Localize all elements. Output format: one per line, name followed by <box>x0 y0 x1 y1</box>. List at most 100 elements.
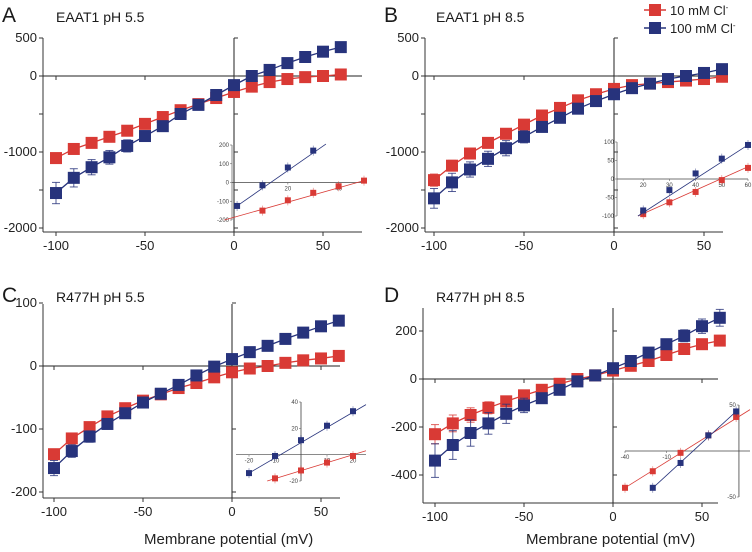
x-axis-label-left: Membrane potential (mV) <box>144 531 313 548</box>
data-point <box>156 120 169 133</box>
y-tick-label: 100 <box>15 295 37 310</box>
inset-data-point <box>692 170 699 177</box>
data-point <box>713 334 726 347</box>
legend-label-100mM: 100 mM Cl- <box>670 21 736 36</box>
data-point <box>446 176 458 189</box>
panel-title: EAAT1 pH 5.5 <box>56 9 145 25</box>
data-point <box>464 427 477 439</box>
x-tick-label: -50 <box>134 504 153 519</box>
data-point <box>571 375 584 388</box>
data-point <box>500 142 512 155</box>
x-tick-label: -100 <box>421 238 447 253</box>
data-point <box>626 82 638 95</box>
inset-data-point <box>733 408 740 415</box>
panel-letter: D <box>384 284 399 307</box>
panel-letter: B <box>384 4 398 27</box>
data-point <box>660 338 673 351</box>
inset-x-tick-label: 30 <box>666 183 673 189</box>
legend: 10 mM Cl- 100 mM Cl- <box>644 3 736 36</box>
legend-marker-100mM <box>649 22 661 34</box>
inset-series-10mM <box>267 450 367 484</box>
y-tick-label: 0 <box>410 371 417 386</box>
data-point <box>678 343 691 355</box>
data-point <box>429 454 441 467</box>
data-point <box>428 192 440 205</box>
inset-y-tick-label: 20 <box>291 426 298 432</box>
inset-data-point <box>745 164 751 171</box>
data-point <box>464 409 477 421</box>
x-tick-label: 0 <box>609 509 616 524</box>
series-line <box>434 339 720 435</box>
inset-data-point <box>692 188 699 195</box>
inset-data-point <box>640 207 647 214</box>
y-tick-label: -100 <box>11 421 37 436</box>
data-point <box>624 355 637 367</box>
inset-y-tick-label: 40 <box>291 400 298 406</box>
data-point <box>644 77 656 90</box>
y-tick-label: -2000 <box>386 220 419 235</box>
inset-x-tick-label: 20 <box>285 187 292 193</box>
data-point <box>315 320 327 333</box>
data-point <box>660 349 673 361</box>
x-tick-label: 0 <box>228 504 235 519</box>
inset-data-point <box>234 202 241 209</box>
x-tick-label: 0 <box>230 238 237 253</box>
inset-data-point <box>666 199 673 206</box>
inset-y-tick-label: 100 <box>219 162 230 168</box>
data-point <box>67 142 80 155</box>
y-tick-label: -200 <box>11 484 37 499</box>
data-point <box>332 349 345 362</box>
data-point <box>83 421 96 434</box>
data-point <box>482 417 495 430</box>
series-100mM <box>50 41 347 205</box>
data-point <box>121 139 134 152</box>
series-10mM <box>50 68 347 165</box>
data-point <box>85 136 98 149</box>
data-point <box>103 151 116 164</box>
inset-D: 50 -50 -40 -10 <box>621 403 751 501</box>
data-point <box>281 57 294 70</box>
y-tick-label: -1000 <box>4 144 37 159</box>
y-tick-label: -400 <box>391 467 417 482</box>
inset-data-point <box>324 422 330 429</box>
inset-data-point <box>745 141 751 148</box>
x-tick-label: -100 <box>41 504 67 519</box>
data-point <box>698 66 710 79</box>
series-line <box>434 317 721 462</box>
data-point <box>101 417 114 430</box>
data-point <box>85 161 98 174</box>
panel-letter: A <box>2 4 16 27</box>
data-point <box>518 118 530 131</box>
inset-x-tick-label: -10 <box>271 459 280 465</box>
inset-y-tick-label: -200 <box>217 218 230 224</box>
x-tick-label: 0 <box>610 238 617 253</box>
inset-fit-line <box>248 404 367 474</box>
data-point <box>50 187 62 200</box>
inset-data-point <box>335 183 342 190</box>
inset-x-tick-label: 20 <box>640 183 647 189</box>
data-point <box>48 462 60 475</box>
data-point <box>464 147 476 160</box>
data-point <box>464 163 476 176</box>
inset-data-point <box>259 182 266 189</box>
data-point <box>50 152 62 165</box>
inset-fit-line <box>649 411 737 491</box>
inset-B: 100 50 0 -50 -100 20 30 40 50 60 <box>602 139 752 220</box>
inset-data-point <box>718 155 725 162</box>
data-point <box>554 111 566 124</box>
inset-data-point <box>324 459 330 466</box>
data-point <box>119 407 132 420</box>
inset-A: 200 100 0 -100 -200 20 40 <box>217 143 367 224</box>
data-point <box>139 117 151 130</box>
data-point <box>535 392 548 405</box>
inset-data-point <box>246 470 252 477</box>
inset-data-point <box>298 437 304 444</box>
x-tick-label: -100 <box>422 509 448 524</box>
data-point <box>315 352 327 365</box>
inset-data-point <box>361 177 367 184</box>
data-point <box>139 130 151 143</box>
data-point <box>428 174 440 187</box>
inset-series-10mM <box>224 175 367 221</box>
inset-data-point <box>677 459 684 466</box>
